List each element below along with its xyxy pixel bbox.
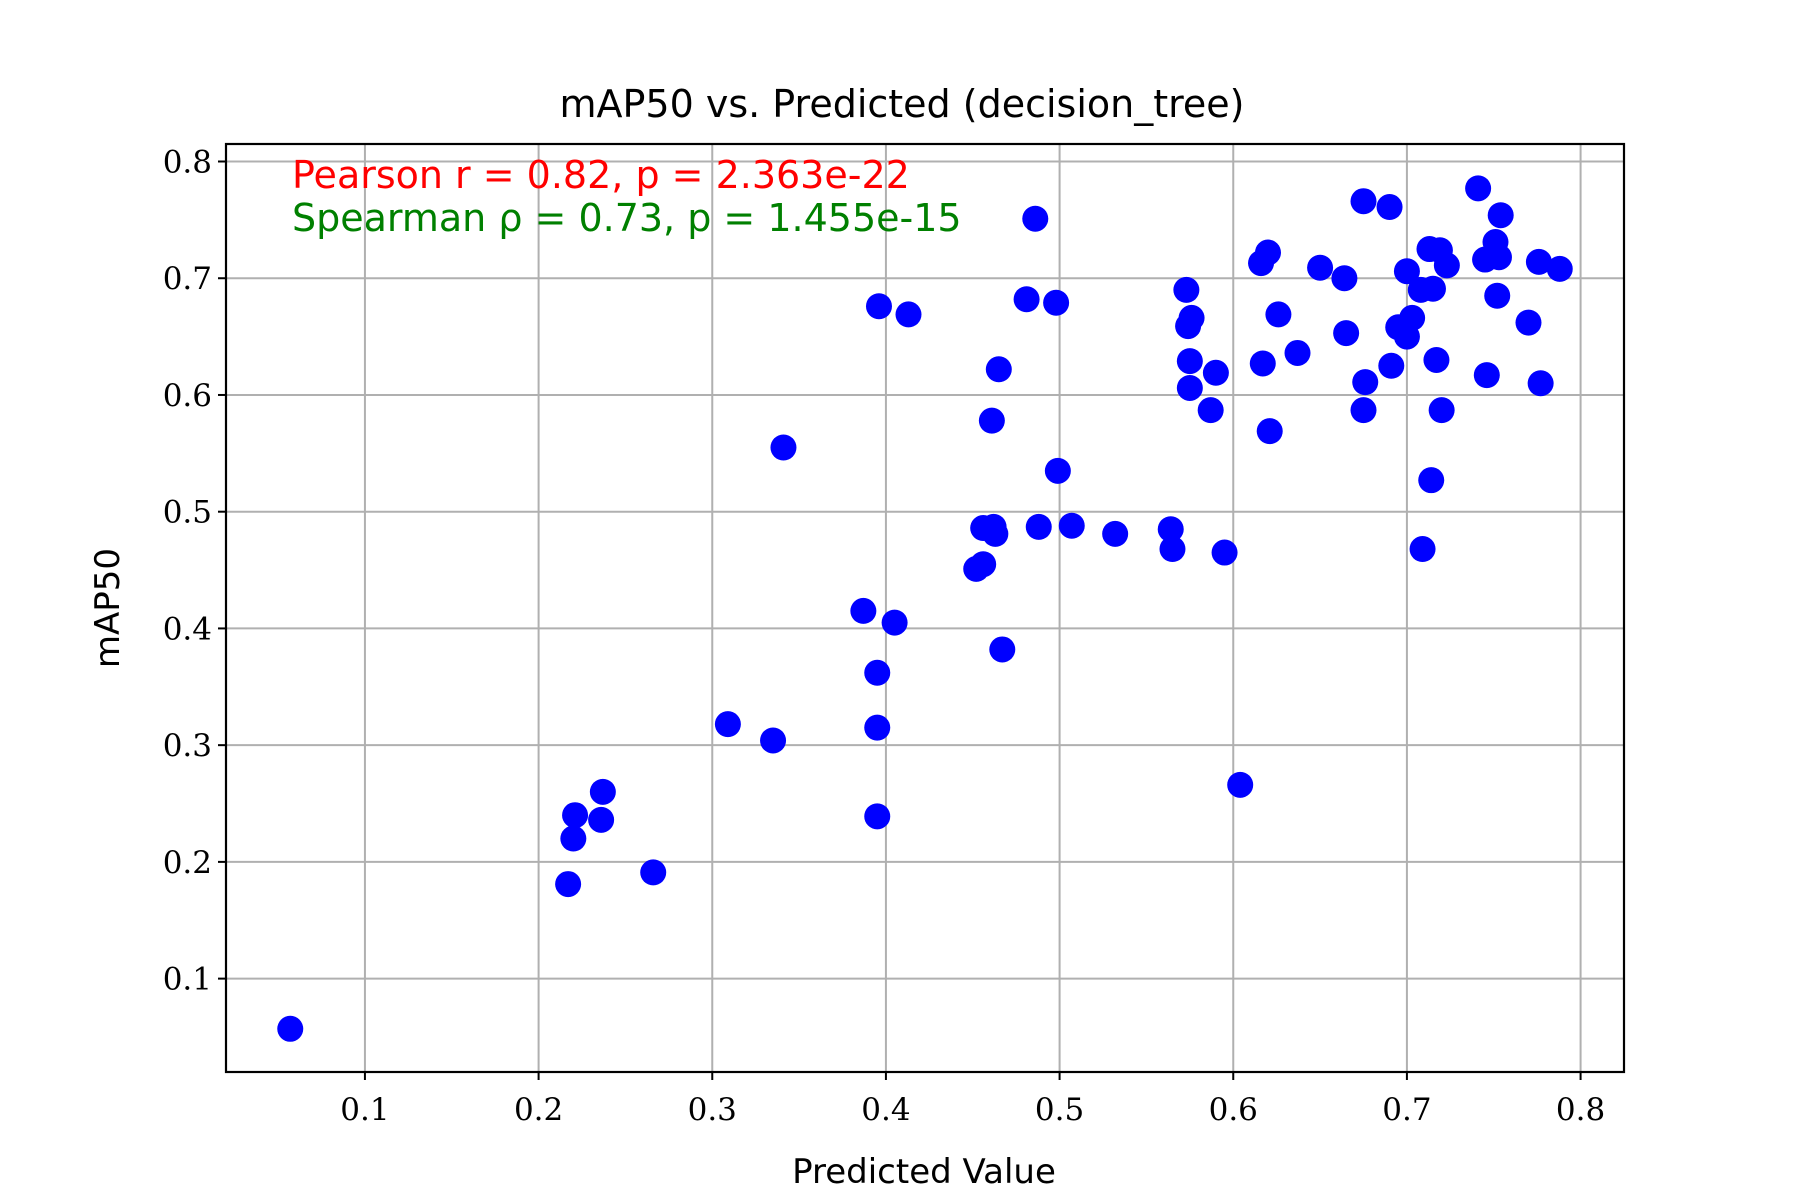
data-point [978,407,1005,434]
axis-ticks: 0.1 0.2 0.3 0.4 0.5 0.6 0.7 0.8 0.1 0.2 0.3 0.4 0.5 0… [163,145,1606,1128]
x-tick-label: 0.1 [340,1092,389,1128]
data-point [1393,258,1420,285]
data-point [985,356,1012,383]
data-point [1157,516,1184,543]
data-point [895,301,922,328]
y-tick-label: 0.2 [163,845,212,881]
data-point [640,859,667,886]
data-point [555,871,582,898]
data-point [1176,348,1203,375]
plot-frame [224,142,1626,1074]
x-tick-label: 0.2 [514,1092,563,1128]
y-tick-label: 0.6 [163,378,212,414]
data-point [1487,202,1514,229]
data-point [864,803,891,830]
x-axis-label: Predicted Value [792,1152,1056,1192]
data-point [989,636,1016,663]
y-axis-label: mAP50 [88,548,128,668]
data-point [1419,275,1446,302]
data-point [1256,418,1283,445]
y-tick-label: 0.4 [163,611,212,647]
data-point [1399,304,1426,331]
data-point [1022,205,1049,232]
grid-lines [226,144,1624,1072]
data-point [1254,239,1281,266]
data-point [1284,339,1311,366]
data-points [277,175,1573,1042]
data-point [864,659,891,686]
pearson-annotation: Pearson r = 0.82, p = 2.363e-22 [292,153,910,197]
data-point [1484,282,1511,309]
x-tick-label: 0.7 [1382,1092,1431,1128]
x-tick-label: 0.5 [1035,1092,1084,1128]
chart-title: mAP50 vs. Predicted (decision_tree) [559,82,1244,126]
data-point [1409,536,1436,563]
x-tick-label: 0.4 [861,1092,910,1128]
data-point [1350,397,1377,424]
data-point [1515,309,1542,336]
data-point [277,1015,304,1042]
data-point [1211,539,1238,566]
y-tick-label: 0.1 [163,962,212,998]
data-point [864,714,891,741]
data-point [1176,374,1203,401]
data-point [1307,254,1334,281]
data-point [1227,771,1254,798]
data-point [770,434,797,461]
data-point [1202,359,1229,386]
data-point [1102,520,1129,547]
data-point [1352,369,1379,396]
data-point [760,727,787,754]
data-point [1418,467,1445,494]
data-point [589,778,616,805]
x-tick-label: 0.8 [1556,1092,1605,1128]
x-tick-label: 0.6 [1209,1092,1258,1128]
data-point [881,609,908,636]
data-point [714,711,741,738]
data-point [1178,304,1205,331]
data-point [1350,188,1377,215]
data-point [588,806,615,833]
data-point [982,520,1009,547]
data-point [1197,397,1224,424]
data-point [1525,248,1552,275]
data-point [1265,301,1292,328]
data-point [1473,362,1500,389]
data-point [1428,397,1455,424]
x-tick-label: 0.3 [688,1092,737,1128]
data-point [1058,512,1085,539]
data-point [1433,252,1460,279]
y-tick-label: 0.7 [163,261,212,297]
y-tick-label: 0.5 [163,495,212,531]
y-tick-label: 0.8 [163,145,212,181]
data-point [1249,350,1276,377]
data-point [1546,255,1573,282]
data-point [1485,244,1512,271]
y-tick-label: 0.3 [163,728,212,764]
data-point [1025,513,1052,540]
data-point [1331,265,1358,292]
data-point [1013,286,1040,313]
data-point [1378,352,1405,379]
data-point [1044,457,1071,484]
data-point [850,597,877,624]
data-point [865,293,892,320]
data-point [562,802,589,829]
data-point [1043,289,1070,316]
data-point [1159,536,1186,563]
data-point [1527,370,1554,397]
data-point [1465,175,1492,202]
data-point [1376,194,1403,221]
spearman-annotation: Spearman ρ = 0.73, p = 1.455e-15 [292,196,962,240]
data-point [1333,320,1360,347]
data-point [970,551,997,578]
data-point [560,825,587,852]
data-point [1423,346,1450,373]
data-point [1173,276,1200,303]
